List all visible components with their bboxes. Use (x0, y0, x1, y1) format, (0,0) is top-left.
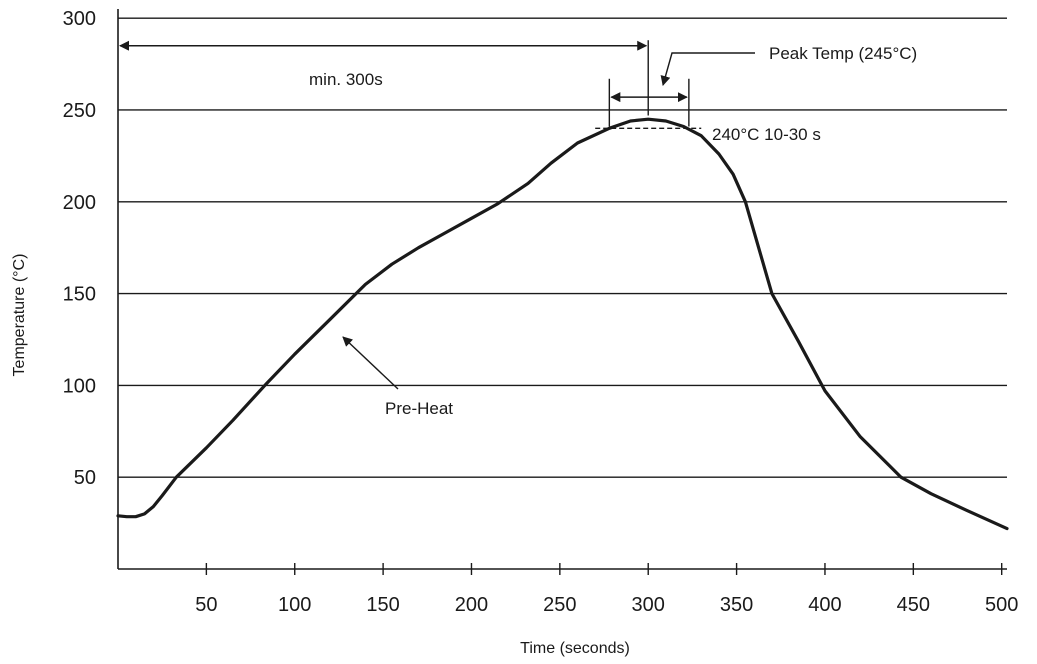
y-tick-labels: 50 100 150 200 250 300 (63, 8, 96, 489)
x-tick-label-500: 500 (985, 594, 1018, 616)
x-tick-label-250: 250 (543, 594, 576, 616)
y-tick-label-250: 250 (63, 100, 96, 122)
annotations: min. 300s Peak Temp (245°C) 240°C 10-30 … (119, 40, 917, 418)
x-tick-label-150: 150 (366, 594, 399, 616)
y-tick-label-200: 200 (63, 192, 96, 214)
x-tick-label-350: 350 (720, 594, 753, 616)
time-window-label: 240°C 10-30 s (712, 125, 821, 144)
x-tick-label-200: 200 (455, 594, 488, 616)
y-axis-label: Temperature (°C) (11, 254, 28, 377)
x-tick-label-400: 400 (808, 594, 841, 616)
peak-callout-arrow (660, 52, 755, 86)
x-tick-label-300: 300 (632, 594, 665, 616)
x-tick-labels: 50 100 150 200 250 300 350 400 450 500 (195, 594, 1018, 616)
min-duration-label: min. 300s (309, 70, 383, 89)
preheat-arrow (342, 336, 399, 390)
temperature-series-line (116, 117, 1009, 531)
gridlines (118, 17, 1007, 478)
preheat-label: Pre-Heat (385, 399, 453, 418)
y-tick-label-300: 300 (63, 8, 96, 30)
x-tick-label-50: 50 (195, 594, 217, 616)
x-tick-label-450: 450 (897, 594, 930, 616)
y-tick-label-100: 100 (63, 375, 96, 397)
axes (117, 9, 1007, 575)
y-tick-label-150: 150 (63, 284, 96, 306)
peak-temp-label: Peak Temp (245°C) (769, 44, 917, 63)
y-tick-label-50: 50 (74, 467, 96, 489)
x-axis-label: Time (seconds) (520, 640, 630, 657)
x-tick-label-100: 100 (278, 594, 311, 616)
